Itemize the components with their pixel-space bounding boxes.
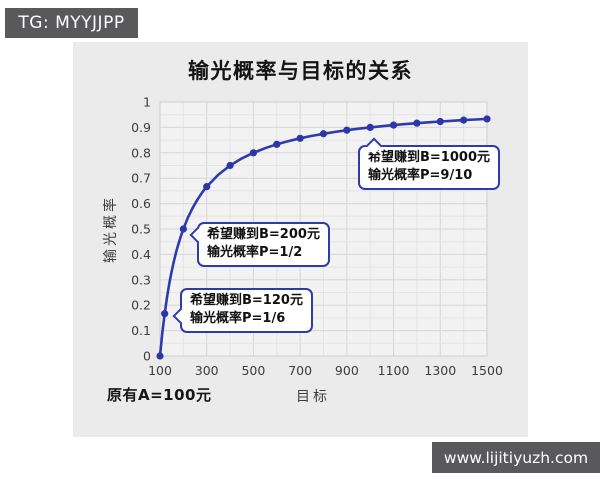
annotation-text-line: 输光概率P=1/2 [207, 245, 303, 260]
data-point-marker [161, 310, 169, 318]
x-tick-label: 100 [148, 363, 172, 378]
x-tick-label: 1100 [378, 363, 410, 378]
annotation-bubble: 希望赚到B=200元 输光概率P=1/2 [189, 222, 330, 267]
y-tick-label: 1 [143, 95, 151, 110]
annotation-text-line: 希望赚到B=1000元 [368, 150, 490, 165]
y-tick-label: 0.7 [131, 171, 151, 186]
data-point-marker [343, 126, 351, 134]
chart-panel: 输光概率与目标的关系 100 300 500 700 900 1100 1300 1500 0 0… [73, 42, 528, 437]
data-point-marker [483, 115, 491, 123]
data-point-marker [436, 117, 444, 126]
annotation-layer: 希望赚到B=1000元 输光概率P=9/10 希望赚到B=200元 输光概率P=1/2… [73, 42, 528, 437]
y-tick-label: 0.2 [131, 298, 151, 313]
annotation-text-line: 输光概率P=1/6 [190, 311, 286, 326]
x-tick-label: 900 [335, 363, 359, 378]
x-tick-label: 1500 [471, 363, 503, 378]
data-point-marker [460, 116, 468, 124]
annotation-text-line: 希望赚到B=200元 [207, 227, 320, 242]
x-tick-label: 300 [195, 363, 219, 378]
y-tick-label: 0.3 [131, 272, 151, 287]
x-tick-label: 500 [241, 363, 265, 378]
ruin-probability-curve [158, 117, 489, 358]
data-point-marker [203, 183, 211, 191]
annotation-text-line: 输光概率P=9/10 [368, 168, 473, 183]
data-point-marker [226, 161, 234, 170]
data-point-marker [156, 352, 164, 360]
annotation-bubble: 希望赚到B=1000元 输光概率P=9/10 [358, 137, 500, 190]
plot-border [159, 101, 488, 357]
data-point-marker [413, 119, 421, 127]
annotation-text-line: 希望赚到B=120元 [190, 293, 303, 308]
data-point-marker [273, 140, 281, 148]
annotation-bubble: 希望赚到B=120元 输光概率P=1/6 [172, 288, 313, 333]
x-tick-label: 700 [288, 363, 312, 378]
data-point-marker [366, 123, 374, 131]
y-tick-label: 0.8 [131, 145, 151, 160]
x-axis-label: 目标 [296, 389, 330, 405]
data-point-marker [249, 149, 258, 157]
data-point-marker [389, 121, 398, 129]
y-tick-label: 0.6 [131, 196, 151, 211]
bubble-tail [189, 226, 207, 244]
watermark-website-badge: www.lijitiyuzh.com [432, 442, 600, 473]
y-tick-label: 0.4 [131, 247, 151, 262]
x-tick-label: 1300 [424, 363, 456, 378]
data-point-marker [179, 225, 187, 233]
watermark-telegram-badge: TG: MYYJJPP [5, 8, 138, 38]
bubble-tail [172, 307, 190, 325]
y-tick-label: 0.5 [131, 222, 151, 237]
data-point-marker [296, 134, 304, 142]
y-tick-label: 0 [143, 349, 151, 364]
chart-title: 输光概率与目标的关系 [188, 59, 413, 83]
initial-amount-note: 原有A=100元 [107, 386, 212, 404]
data-point-marker [319, 130, 328, 138]
y-tick-label: 0.1 [131, 323, 151, 338]
y-tick-label: 0.9 [131, 120, 151, 135]
